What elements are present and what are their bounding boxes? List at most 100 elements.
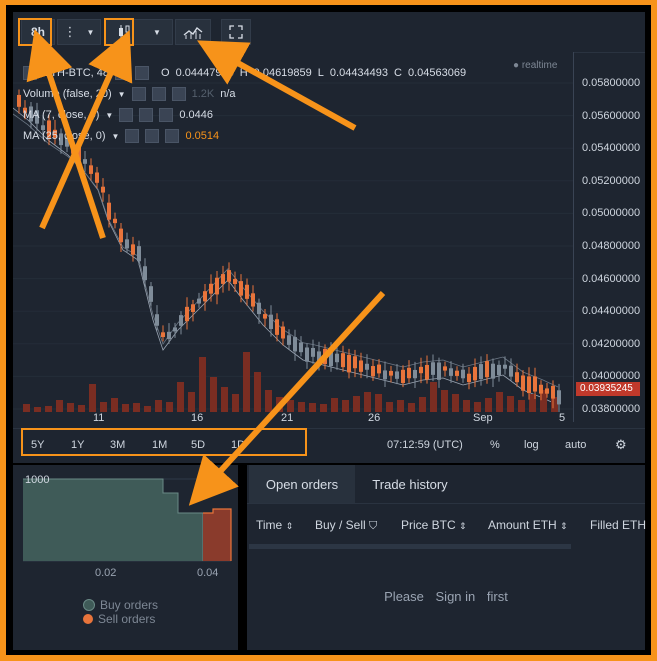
collapse-icon[interactable] bbox=[23, 66, 37, 80]
volume-bar bbox=[100, 402, 107, 412]
utc-clock[interactable]: 07:12:59 (UTC) bbox=[387, 439, 463, 451]
candle-body bbox=[221, 274, 225, 284]
visibility-icon[interactable] bbox=[119, 108, 134, 122]
high-value: 0.04619859 bbox=[253, 67, 312, 79]
settings-icon[interactable] bbox=[115, 66, 130, 80]
sell-dot-icon bbox=[83, 614, 93, 624]
chevron-down-icon[interactable]: ▼ bbox=[105, 110, 114, 120]
price-axis[interactable]: 0.05800000 0.05600000 0.05400000 0.05200000… bbox=[573, 52, 646, 422]
candle-body bbox=[539, 384, 543, 394]
indicators-button[interactable] bbox=[175, 19, 211, 45]
range-3m-button[interactable]: 3M bbox=[110, 439, 126, 451]
gear-icon[interactable]: ⚙ bbox=[615, 437, 627, 452]
time-axis[interactable]: 11 16 21 26 Sep 5 bbox=[13, 412, 573, 426]
volume-bar bbox=[155, 400, 162, 412]
price-tick: 0.03800000 bbox=[582, 403, 641, 415]
volume-bar bbox=[353, 396, 360, 412]
chevron-down-icon[interactable]: ▼ bbox=[111, 131, 120, 141]
percent-toggle[interactable]: % bbox=[490, 439, 500, 451]
candle-body bbox=[275, 319, 279, 335]
time-tick: 5 bbox=[559, 412, 566, 424]
candle-body bbox=[149, 286, 153, 302]
column-label: Filled ETH bbox=[590, 518, 647, 532]
column-side[interactable]: Buy / Sell ⛉ bbox=[315, 518, 377, 533]
volume-bar bbox=[177, 382, 184, 412]
volume-bar bbox=[199, 357, 206, 412]
sell-orders-legend[interactable]: Sell orders bbox=[83, 612, 155, 626]
close-icon[interactable] bbox=[159, 108, 174, 122]
column-amount[interactable]: Amount ETH ⇕ bbox=[488, 518, 568, 532]
volume-bar bbox=[188, 392, 195, 412]
candle-body bbox=[371, 366, 375, 377]
candle-body bbox=[83, 159, 87, 164]
candle-body bbox=[101, 186, 105, 193]
empty-text: Please bbox=[384, 589, 424, 604]
candle-body bbox=[131, 244, 135, 255]
candle-body bbox=[437, 362, 441, 380]
volume-bar bbox=[496, 392, 503, 412]
range-5y-button[interactable]: 5Y bbox=[31, 439, 45, 451]
tab-open-orders[interactable]: Open orders bbox=[249, 465, 355, 503]
range-1y-button[interactable]: 1Y bbox=[71, 439, 85, 451]
volume-bar bbox=[551, 397, 558, 412]
close-icon[interactable] bbox=[165, 129, 180, 143]
tab-trade-history[interactable]: Trade history bbox=[355, 465, 465, 503]
volume-bar bbox=[529, 394, 536, 412]
candle-body bbox=[89, 165, 93, 174]
price-chart[interactable]: ETH-BTC, 48 O 0.04447954 H 0.04619859 L … bbox=[13, 52, 573, 441]
price-tick: 0.04400000 bbox=[582, 305, 641, 318]
horizontal-scrollbar[interactable] bbox=[249, 544, 571, 549]
candle-body bbox=[17, 94, 21, 107]
depth-x-label: 0.02 bbox=[95, 567, 117, 579]
ma25-label[interactable]: MA (25, close, 0) bbox=[23, 130, 106, 142]
log-toggle[interactable]: log bbox=[524, 439, 539, 451]
time-tick: 11 bbox=[93, 412, 105, 424]
symbol-legend: ETH-BTC, 48 O 0.04447954 H 0.04619859 L … bbox=[23, 66, 466, 80]
volume-bar bbox=[474, 402, 481, 412]
volume-bar bbox=[243, 352, 250, 412]
chevron-down-icon[interactable]: ▼ bbox=[117, 89, 126, 99]
candle-body bbox=[377, 364, 381, 374]
auto-toggle[interactable]: auto bbox=[565, 439, 587, 451]
candle-body bbox=[191, 304, 195, 313]
candle-body bbox=[209, 283, 213, 294]
sort-icon: ⇕ bbox=[560, 521, 568, 531]
range-5d-button[interactable]: 5D bbox=[191, 439, 206, 451]
volume-value: 1.2K bbox=[191, 88, 215, 100]
volume-bar bbox=[518, 400, 525, 412]
tab-label: Open orders bbox=[265, 476, 339, 492]
settings-icon[interactable] bbox=[151, 87, 166, 101]
candle-body bbox=[245, 284, 249, 299]
close-icon[interactable] bbox=[135, 66, 150, 80]
candle-body bbox=[443, 366, 447, 371]
column-time[interactable]: Time ⇕ bbox=[256, 518, 293, 532]
volume-label[interactable]: Volume (false, 20) bbox=[23, 88, 112, 100]
settings-icon[interactable] bbox=[139, 108, 154, 122]
current-price-tag: 0.03935245 bbox=[576, 382, 640, 396]
fullscreen-button[interactable] bbox=[221, 19, 251, 45]
visibility-icon[interactable] bbox=[125, 129, 140, 143]
visibility-icon[interactable] bbox=[131, 87, 146, 101]
buy-depth-area bbox=[23, 479, 203, 561]
volume-bar bbox=[254, 372, 261, 412]
interval-menu-button[interactable]: ⋮ ▼ bbox=[57, 19, 101, 45]
close-icon[interactable] bbox=[171, 87, 186, 101]
column-filled[interactable]: Filled ETH bbox=[590, 518, 646, 532]
ma7-label[interactable]: MA (7, close, 0) bbox=[23, 109, 100, 121]
candle-body bbox=[215, 277, 219, 295]
ma7-line bbox=[13, 107, 559, 406]
candle-body bbox=[479, 364, 483, 380]
settings-icon[interactable] bbox=[145, 129, 160, 143]
depth-chart-panel: 1000 0.02 0.04 Buy orders Sell orders bbox=[13, 465, 238, 650]
realtime-indicator: ● realtime bbox=[513, 60, 558, 71]
column-price[interactable]: Price BTC ⇕ bbox=[401, 518, 467, 532]
candle-body bbox=[317, 351, 321, 365]
candle-body bbox=[365, 363, 369, 370]
depth-chart[interactable] bbox=[13, 465, 238, 650]
chevron-down-icon: ▼ bbox=[153, 27, 161, 37]
range-1m-button[interactable]: 1M bbox=[152, 439, 168, 451]
sign-in-link[interactable]: Sign in bbox=[435, 589, 476, 604]
candle-body bbox=[323, 348, 327, 365]
volume-bar bbox=[67, 403, 74, 412]
buy-orders-legend[interactable]: Buy orders bbox=[83, 598, 158, 612]
